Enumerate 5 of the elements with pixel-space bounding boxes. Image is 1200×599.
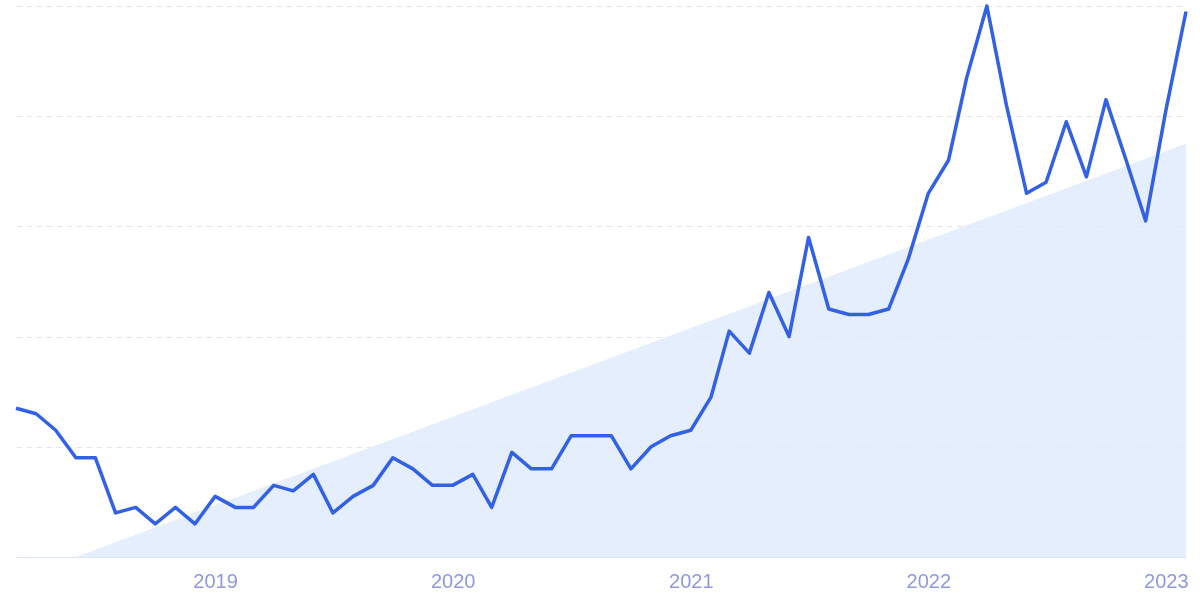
x-tick-label: 2021 xyxy=(669,569,714,592)
x-tick-label: 2022 xyxy=(906,569,952,592)
x-tick-label: 2020 xyxy=(430,569,476,592)
x-tick-label: 2019 xyxy=(193,569,238,592)
x-tick-label: 2023 xyxy=(1144,569,1189,592)
